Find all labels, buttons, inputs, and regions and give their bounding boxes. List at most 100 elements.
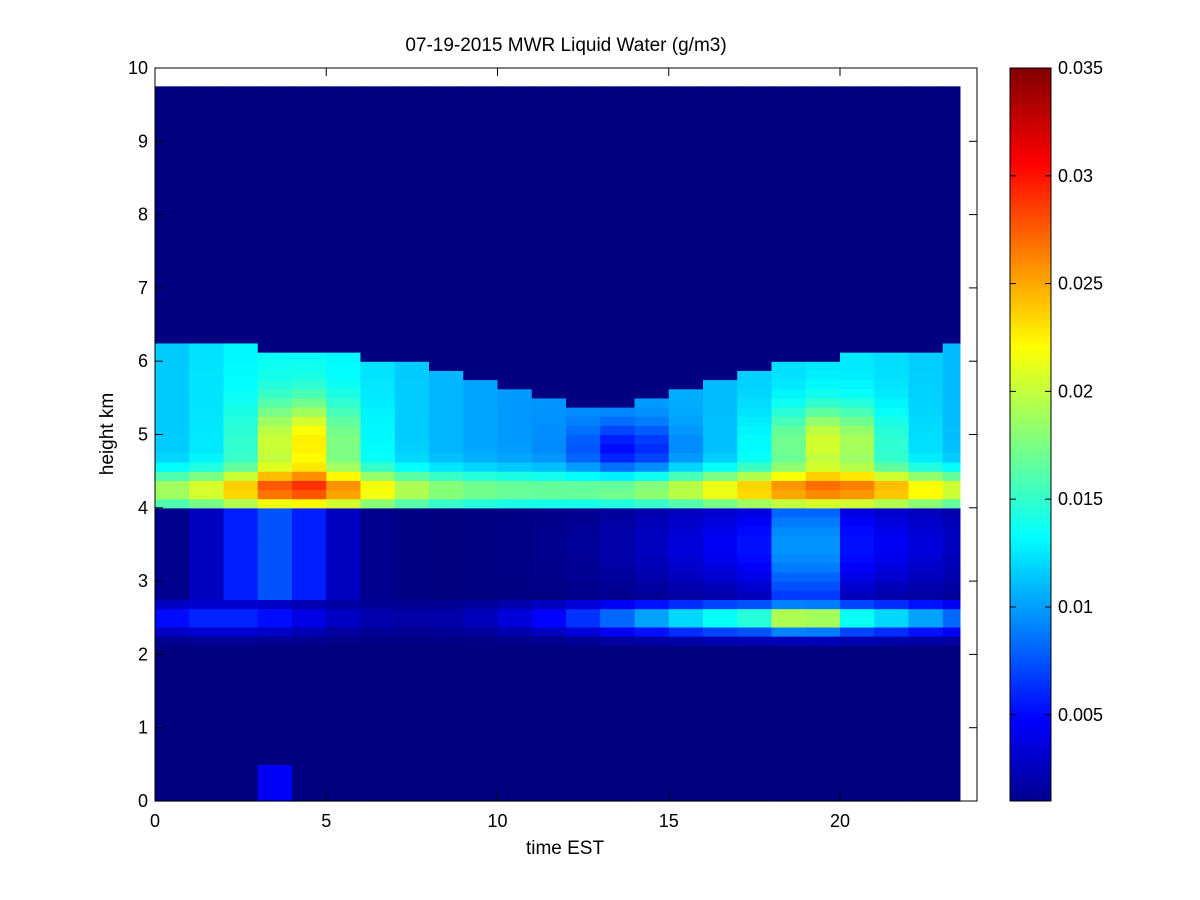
heatmap-cell — [223, 242, 259, 252]
heatmap-cell — [189, 471, 225, 481]
heatmap-cell — [497, 251, 533, 262]
heatmap-cell — [737, 352, 773, 362]
heatmap-cell — [737, 782, 773, 793]
heatmap-cell — [155, 626, 190, 637]
heatmap-cell — [155, 452, 190, 463]
heatmap-cell — [360, 278, 396, 289]
heatmap-cell — [326, 434, 362, 445]
heatmap-cell — [703, 443, 738, 454]
heatmap-cell — [531, 764, 567, 775]
heatmap-cell — [737, 187, 773, 197]
heatmap-cell — [771, 626, 807, 637]
heatmap-cell — [463, 498, 499, 509]
heatmap-cell — [531, 187, 567, 197]
heatmap-cell — [805, 333, 841, 344]
heatmap-cell — [360, 452, 396, 463]
heatmap-cell — [497, 260, 533, 271]
heatmap-cell — [771, 269, 807, 280]
heatmap-cell — [908, 86, 944, 97]
heatmap-cell — [463, 626, 499, 637]
heatmap-cell — [326, 306, 362, 316]
heatmap-cell — [566, 608, 601, 619]
heatmap-cell — [463, 388, 499, 399]
heatmap-cell — [600, 315, 636, 326]
heatmap-cell — [840, 232, 875, 243]
heatmap-cell — [189, 425, 225, 436]
heatmap-cell — [634, 434, 670, 445]
heatmap-cell — [189, 544, 225, 555]
heatmap-cell — [292, 791, 327, 802]
heatmap-cell — [360, 516, 396, 527]
heatmap-cell — [429, 306, 464, 316]
heatmap-cell — [737, 681, 773, 692]
heatmap-cell — [942, 782, 961, 793]
heatmap-cell — [257, 315, 293, 326]
heatmap-cell — [566, 461, 601, 472]
heatmap-cell — [840, 379, 875, 390]
heatmap-cell — [840, 581, 875, 591]
heatmap-cell — [531, 590, 567, 601]
heatmap-cell — [942, 791, 961, 802]
heatmap-cell — [840, 571, 875, 582]
heatmap-cell — [634, 333, 670, 344]
heatmap-cell — [600, 755, 636, 765]
heatmap-cell — [600, 782, 636, 793]
heatmap-cell — [394, 526, 430, 536]
heatmap-cell — [360, 461, 396, 472]
heatmap-cell — [634, 562, 670, 573]
heatmap-cell — [942, 709, 961, 720]
heatmap-cell — [463, 278, 499, 289]
heatmap-cell — [668, 746, 704, 756]
heatmap-cell — [737, 251, 773, 262]
heatmap-cell — [223, 443, 259, 454]
heatmap-cell — [155, 333, 190, 344]
heatmap-cell — [942, 746, 961, 756]
heatmap-cell — [292, 443, 327, 454]
heatmap-cell — [942, 480, 961, 491]
heatmap-cell — [326, 342, 362, 353]
heatmap-cell — [257, 645, 293, 655]
heatmap-cell — [292, 691, 327, 701]
heatmap-cell — [908, 397, 944, 408]
heatmap-cell — [703, 782, 738, 793]
heatmap-cell — [394, 663, 430, 674]
heatmap-cell — [805, 471, 841, 481]
heatmap-cell — [668, 535, 704, 546]
heatmap-cell — [908, 416, 944, 426]
y-tick-label: 3 — [138, 571, 148, 591]
heatmap-cell — [189, 287, 225, 298]
heatmap-cell — [394, 645, 430, 655]
heatmap-cell — [257, 516, 293, 527]
heatmap-cell — [155, 526, 190, 536]
heatmap-cell — [908, 95, 944, 106]
heatmap-cell — [292, 306, 327, 316]
heatmap-cell — [703, 553, 738, 564]
heatmap-cell — [326, 498, 362, 509]
heatmap-cell — [805, 544, 841, 555]
heatmap-cell — [429, 590, 464, 601]
heatmap-cell — [840, 269, 875, 280]
heatmap-cell — [223, 608, 259, 619]
heatmap-cell — [189, 645, 225, 655]
heatmap-cell — [566, 95, 601, 106]
heatmap-cell — [429, 122, 464, 133]
heatmap-cell — [908, 150, 944, 161]
heatmap-cell — [257, 663, 293, 674]
heatmap-cell — [840, 324, 875, 335]
heatmap-cell — [326, 95, 362, 106]
heatmap-cell — [703, 269, 738, 280]
heatmap-cell — [292, 617, 327, 628]
heatmap-cell — [189, 663, 225, 674]
heatmap-cell — [326, 599, 362, 610]
heatmap-cell — [223, 480, 259, 491]
heatmap-cell — [737, 654, 773, 665]
heatmap-cell — [600, 269, 636, 280]
heatmap-cell — [942, 645, 961, 655]
heatmap-cell — [908, 315, 944, 326]
heatmap-cell — [600, 352, 636, 362]
heatmap-cell — [840, 159, 875, 170]
heatmap-cell — [874, 654, 910, 665]
heatmap-cell — [155, 196, 190, 207]
heatmap-cell — [805, 315, 841, 326]
heatmap-cell — [429, 297, 464, 307]
